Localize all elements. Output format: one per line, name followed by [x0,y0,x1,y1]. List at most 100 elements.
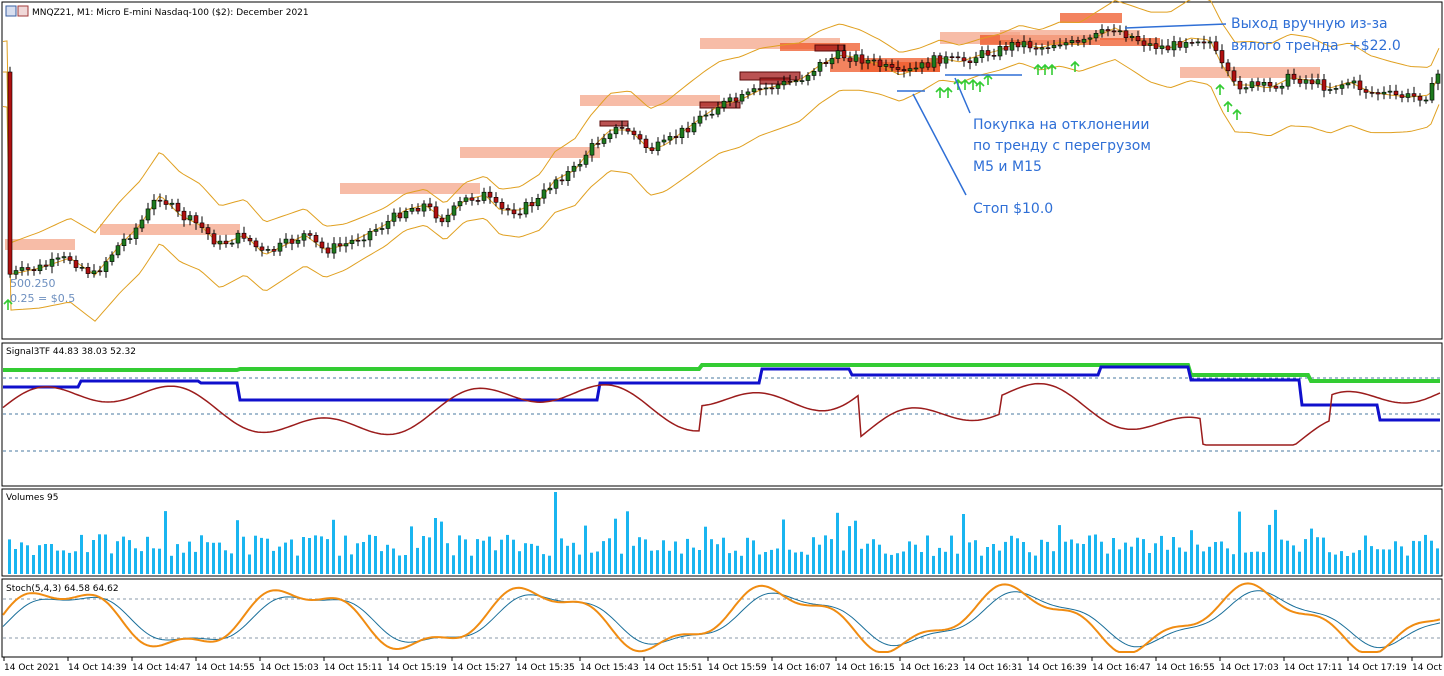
volume-bar [824,535,827,574]
stoch-panel-title: Stoch(5,4,3) 64.58 64.62 [6,584,119,594]
candle-body [1051,45,1057,49]
candle-body [271,249,277,252]
volume-bar [440,521,443,574]
candle-body [1147,43,1153,46]
volume-bar [914,544,917,574]
candle-body [1075,40,1081,43]
candle-body [445,214,451,223]
band-lower [2,58,1440,322]
volume-bar [950,535,953,574]
volume-bar [974,540,977,574]
band-upper [2,0,1440,244]
candle-body [361,239,367,242]
candle-body [1333,88,1339,90]
signal-zone [814,44,846,52]
stop-pointer-line [912,93,967,196]
candle-body [1291,73,1297,80]
candle-body [1411,93,1417,97]
candle-body [1213,41,1219,51]
volume-bar [1118,549,1121,574]
candle-body [679,127,685,138]
buy-arrow [1033,63,1043,75]
x-tick-label: 14 Oct 2021 [4,663,60,673]
candle-body [1129,35,1135,38]
candle-body [157,199,163,202]
volume-bar [1040,539,1043,574]
x-tick-label: 14 Oct 16:23 [900,663,959,673]
volume-bar [1130,546,1133,574]
candle-body [1309,79,1315,85]
volume-bar [1100,541,1103,574]
candle-body [781,81,787,86]
volume-bar [1412,540,1415,574]
volume-bar [1310,528,1313,574]
volume-bar [890,554,893,574]
x-tick-label: 14 Oct 14:47 [132,663,191,673]
volume-bar [314,535,317,574]
candle-body [619,127,625,129]
x-tick-label: 14 Oct 15:03 [260,663,319,673]
candle-body [1231,70,1237,82]
candle-body [301,233,307,241]
volume-bar [104,534,107,574]
volume-bar [1016,538,1019,574]
signal-zone [100,224,240,235]
volume-bar [218,542,221,574]
entry-annotation-line3: M5 и M15 [973,159,1042,175]
candle-body [625,128,631,132]
candle-body [925,62,931,68]
volume-bar [644,539,647,574]
volume-bar [680,553,683,574]
volume-bar [164,511,167,574]
volume-bar [1346,556,1349,574]
signal-zones [5,13,1320,250]
candle-body [367,231,373,241]
volume-bar [20,542,23,574]
volume-bar [470,555,473,574]
volume-bar [1022,542,1025,574]
volumes-panel-frame [1,488,1443,577]
volume-bar [722,537,725,574]
candle-body [661,139,667,143]
candle-body [313,235,319,243]
volume-bar [626,511,629,574]
volume-bar [656,550,659,574]
exit-annotation-line1: Выход вручную из-за [1231,16,1388,32]
candle-body [577,164,583,167]
x-tick-label: 14 Oct 15:19 [388,663,447,673]
volume-bar [44,544,47,574]
volume-bar [356,543,359,574]
volume-bar [152,548,155,574]
candle-body [283,238,289,244]
candle-body [685,127,691,133]
volume-bar [338,555,341,574]
volume-bar [1064,541,1067,574]
volume-bar [236,520,239,574]
candle-body [217,240,223,245]
candle-body [1201,41,1207,44]
buy-arrow [960,78,970,90]
x-tick-label: 14 Oct 14:55 [196,663,255,673]
volume-bar [1376,549,1379,574]
volume-bar [476,539,479,574]
volume-bar [716,544,719,574]
volume-bar [482,540,485,574]
volume-bar [920,552,923,574]
volume-bar [1148,553,1151,574]
candle-body [307,233,313,236]
candle-body [91,270,97,274]
volume-bar [884,553,887,574]
x-tick-label: 14 Oct 16:55 [1156,663,1215,673]
volume-bar [782,519,785,574]
candle-body [1189,42,1195,44]
volume-bar [560,538,563,574]
volume-bar [1298,551,1301,574]
candle-body [775,84,781,89]
candle-body [895,67,901,70]
volume-bar [512,539,515,574]
candle-body [115,245,121,256]
stoch-panel-frame [1,578,1443,658]
candle-body [241,232,247,239]
candle-body [79,266,85,269]
candle-body [463,197,469,202]
